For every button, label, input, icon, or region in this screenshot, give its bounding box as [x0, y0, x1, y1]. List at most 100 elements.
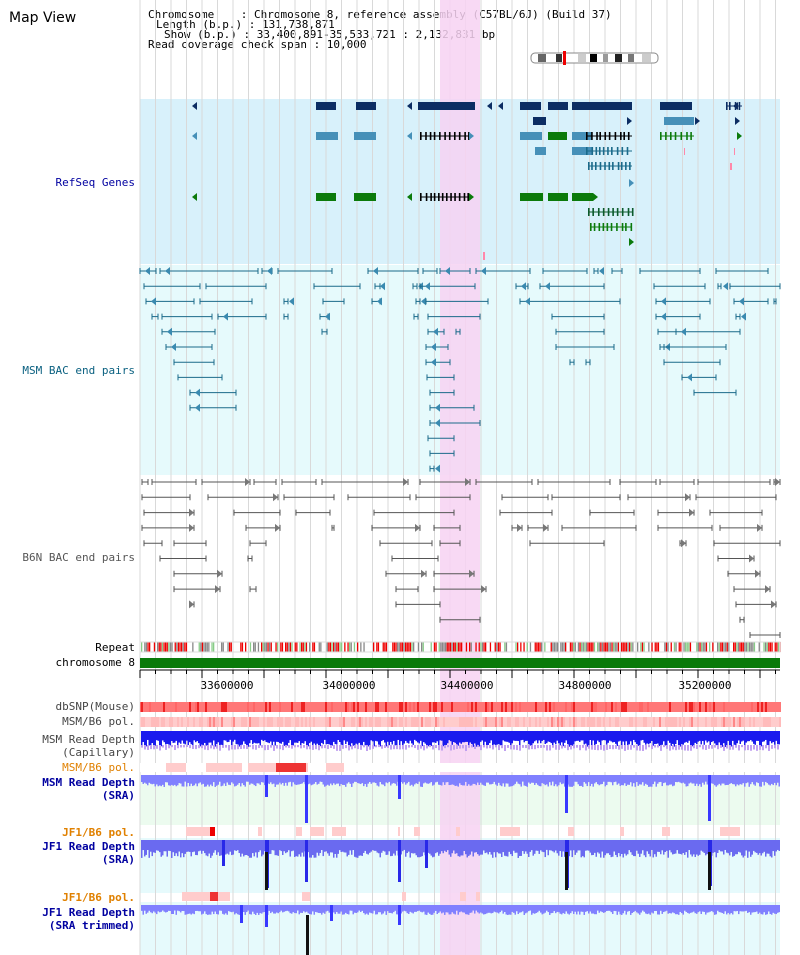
heat-cell — [723, 717, 725, 727]
depth-bar — [216, 775, 218, 786]
repeat-element — [582, 642, 584, 652]
depth-bar — [193, 775, 195, 786]
label-msm-b6-pol-sra: MSM/B6 pol. — [62, 761, 135, 774]
heat-cell — [537, 702, 539, 712]
depth-bar — [498, 745, 500, 751]
heat-cell — [183, 702, 185, 712]
depth-bar — [568, 840, 570, 857]
depth-bar — [295, 731, 297, 743]
depth-bar — [409, 840, 411, 858]
depth-bar — [141, 905, 143, 911]
depth-bar — [706, 775, 708, 785]
depth-bar — [325, 840, 327, 852]
polymorphism-heat-tracks[interactable] — [140, 702, 781, 901]
depth-bar — [525, 731, 527, 741]
heat-cell — [769, 702, 771, 712]
depth-bar — [676, 905, 678, 915]
exon — [607, 208, 610, 216]
heat-cell — [213, 717, 215, 727]
depth-bar — [630, 731, 632, 742]
repeat-element — [704, 642, 706, 652]
repeat-element — [667, 642, 669, 652]
depth-bar — [774, 745, 776, 749]
depth-bar — [216, 840, 218, 855]
depth-bar — [402, 840, 404, 852]
chromosome-ideogram[interactable] — [530, 51, 659, 65]
depth-bar — [510, 905, 512, 915]
depth-bar — [432, 905, 434, 915]
b6n-bac-end-pairs-track[interactable] — [141, 478, 781, 638]
depth-bar — [301, 731, 303, 744]
depth-bar — [219, 840, 221, 856]
heat-cell — [185, 702, 187, 712]
depth-bar — [723, 775, 725, 784]
repeat-element — [179, 642, 181, 652]
depth-bar — [765, 840, 767, 857]
repeat-element — [720, 642, 722, 652]
depth-bar — [259, 905, 261, 914]
depth-bar — [454, 840, 456, 854]
depth-bar — [423, 745, 425, 751]
depth-bar — [214, 775, 216, 787]
depth-bar — [646, 731, 648, 744]
depth-bar — [319, 731, 321, 747]
heat-cell — [555, 702, 557, 712]
depth-bar — [157, 840, 159, 851]
depth-bar — [426, 905, 428, 915]
repeat-element — [454, 642, 456, 652]
depth-bar — [624, 775, 626, 784]
depth-bar — [175, 731, 177, 741]
repeat-track[interactable] — [139, 641, 781, 653]
depth-bar — [745, 905, 747, 911]
repeat-element — [157, 642, 159, 652]
depth-bar — [357, 775, 359, 784]
depth-bar — [360, 745, 362, 750]
depth-bar — [747, 775, 749, 783]
depth-bar — [453, 745, 455, 750]
depth-bar — [459, 731, 461, 743]
depth-bar — [169, 775, 171, 786]
repeat-element — [453, 642, 455, 652]
repeat-element — [744, 642, 746, 652]
depth-bar — [189, 731, 191, 743]
repeat-element — [448, 642, 450, 652]
depth-bar — [651, 905, 653, 913]
depth-bar — [469, 775, 471, 786]
depth-bar — [217, 905, 219, 915]
read-depth-tracks[interactable] — [141, 731, 780, 955]
depth-bar — [373, 905, 375, 911]
selection-highlight[interactable] — [440, 0, 480, 955]
depth-bar — [396, 775, 398, 786]
exon — [616, 147, 619, 155]
repeat-element — [393, 642, 396, 652]
refseq-genes-track[interactable] — [192, 102, 742, 260]
repeat-element — [617, 642, 620, 652]
depth-bar — [645, 775, 647, 784]
depth-bar — [400, 775, 402, 783]
depth-bar — [448, 731, 450, 741]
depth-bar — [480, 905, 482, 913]
depth-bar — [249, 775, 251, 785]
repeat-element — [198, 642, 200, 652]
pol-cell — [258, 827, 262, 836]
repeat-element — [593, 642, 596, 652]
depth-bar — [678, 905, 680, 915]
depth-bar — [535, 775, 537, 784]
msm-bac-end-pairs-track[interactable] — [139, 267, 781, 473]
heat-cell — [575, 717, 577, 727]
depth-bar — [541, 905, 543, 915]
depth-bar — [591, 905, 593, 914]
depth-bar — [726, 840, 728, 853]
depth-bar — [351, 745, 353, 750]
depth-bar — [144, 745, 146, 750]
depth-bar — [354, 775, 356, 782]
heat-cell — [267, 717, 269, 727]
depth-bar — [234, 731, 236, 740]
strand-arrow — [599, 267, 604, 275]
depth-bar — [418, 731, 420, 744]
depth-bar — [777, 905, 779, 913]
heat-cell — [169, 717, 171, 727]
depth-bar — [420, 905, 422, 912]
repeat-element — [600, 642, 602, 652]
